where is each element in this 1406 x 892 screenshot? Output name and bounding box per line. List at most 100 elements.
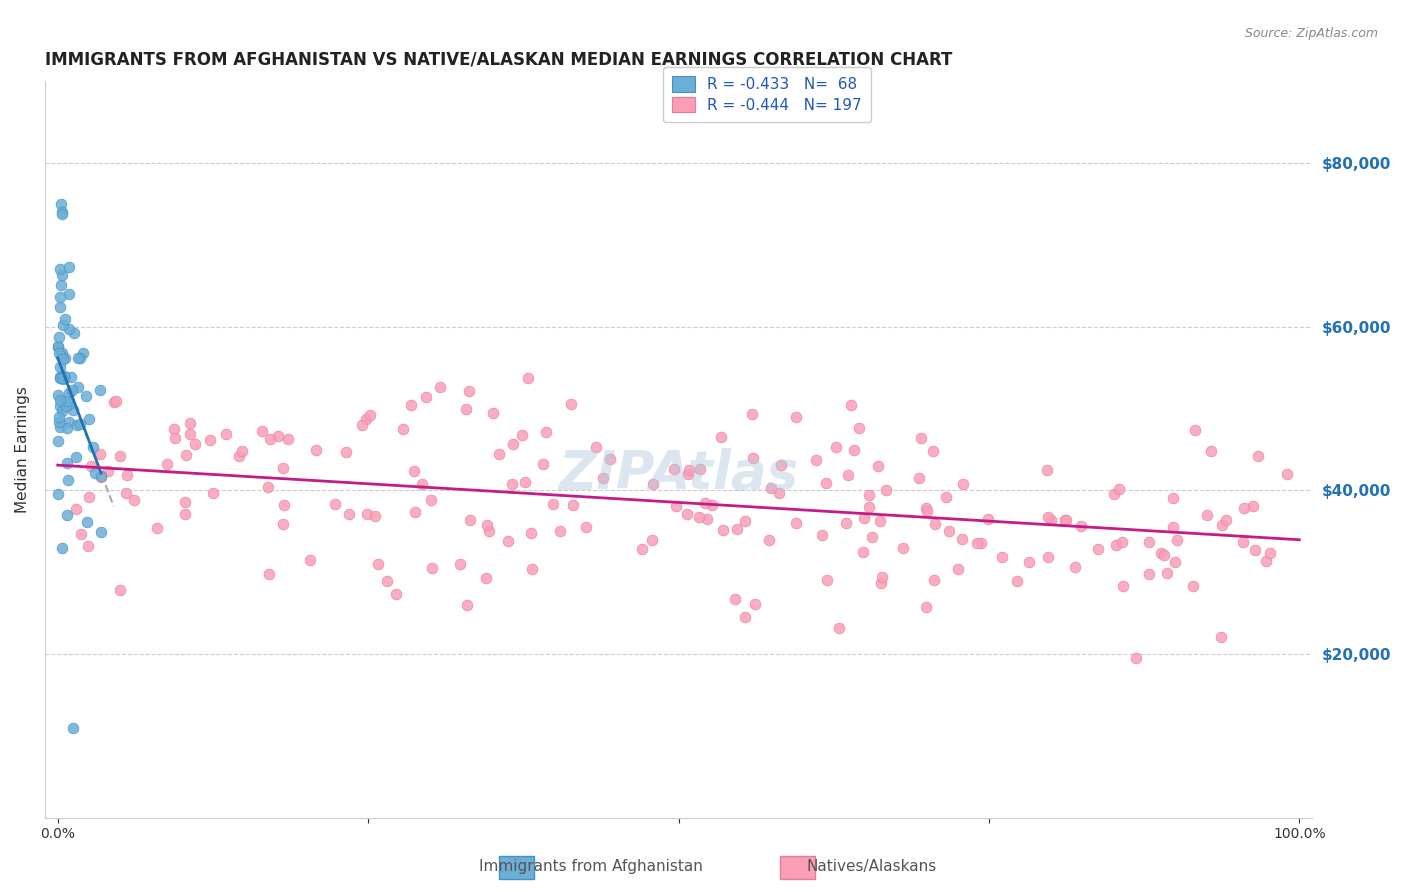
Point — [429, 379, 451, 393]
Point — [51, 404, 73, 418]
Point — [744, 597, 766, 611]
Point — [676, 467, 699, 481]
Point — [115, 468, 138, 483]
Point — [1161, 520, 1184, 534]
Point — [52, 318, 75, 332]
Point — [1195, 508, 1218, 522]
Point — [519, 525, 541, 540]
Point — [420, 560, 443, 574]
Point — [1036, 549, 1059, 564]
Point — [741, 451, 763, 466]
Point — [664, 500, 686, 514]
Point — [1256, 553, 1278, 567]
Point — [79, 412, 101, 426]
Point — [404, 464, 426, 478]
Point — [52, 372, 75, 386]
Point — [946, 562, 969, 576]
Point — [631, 542, 654, 557]
Point — [90, 524, 112, 539]
Point — [89, 447, 111, 461]
Point — [1125, 651, 1147, 665]
Point — [585, 440, 607, 454]
Point — [561, 498, 583, 512]
Point — [79, 458, 101, 473]
Point — [48, 409, 70, 424]
Point — [51, 268, 73, 283]
Point — [58, 397, 80, 411]
Point — [1054, 513, 1077, 527]
Point — [49, 360, 72, 375]
Point — [908, 471, 931, 485]
Point — [49, 399, 72, 413]
Point — [103, 394, 125, 409]
Point — [852, 545, 875, 559]
Point — [678, 462, 700, 476]
Point — [785, 516, 807, 530]
Point — [758, 533, 780, 547]
Point — [592, 471, 614, 485]
Point — [496, 533, 519, 548]
Point — [420, 493, 443, 508]
Point — [48, 262, 70, 277]
Point — [155, 457, 177, 471]
Point — [46, 387, 69, 401]
Point — [53, 370, 76, 384]
Point — [952, 533, 974, 547]
Point — [711, 523, 734, 537]
Point — [305, 442, 328, 457]
Point — [52, 368, 75, 383]
Point — [277, 433, 299, 447]
Point — [367, 557, 389, 571]
Point — [474, 571, 496, 585]
Point — [1137, 566, 1160, 581]
Point — [664, 462, 686, 476]
Point — [1199, 444, 1222, 458]
Point — [456, 598, 478, 612]
Point — [869, 514, 891, 528]
Point — [60, 383, 83, 397]
Text: Immigrants from Afghanistan: Immigrants from Afghanistan — [478, 859, 703, 874]
Point — [49, 300, 72, 314]
Point — [922, 573, 945, 587]
Point — [350, 418, 373, 433]
Point — [1156, 566, 1178, 581]
Point — [1137, 535, 1160, 549]
Point — [69, 351, 91, 366]
Point — [1163, 555, 1185, 569]
Point — [914, 500, 936, 515]
Point — [1209, 630, 1232, 644]
Point — [641, 477, 664, 491]
Point — [543, 497, 565, 511]
Point — [815, 476, 838, 491]
Point — [858, 500, 880, 515]
Point — [513, 475, 536, 489]
Point — [693, 495, 716, 509]
Point — [815, 573, 838, 587]
Point — [858, 488, 880, 502]
Point — [257, 567, 280, 582]
Point — [835, 516, 858, 530]
Point — [689, 461, 711, 475]
Point — [478, 524, 501, 538]
Point — [759, 481, 782, 495]
Point — [83, 467, 105, 481]
Point — [56, 421, 79, 435]
Point — [399, 398, 422, 412]
Point — [356, 507, 378, 521]
Point — [501, 477, 523, 491]
Point — [1005, 574, 1028, 588]
Point — [76, 516, 98, 530]
Text: Source: ZipAtlas.com: Source: ZipAtlas.com — [1244, 27, 1378, 40]
Point — [198, 433, 221, 447]
Point — [51, 197, 73, 211]
Point — [51, 346, 73, 360]
Point — [108, 582, 131, 597]
Point — [741, 407, 763, 421]
Point — [90, 468, 112, 483]
Point — [922, 444, 945, 458]
Point — [60, 370, 83, 384]
Point — [162, 421, 184, 435]
Point — [337, 507, 360, 521]
Point — [724, 592, 747, 607]
Point — [114, 486, 136, 500]
